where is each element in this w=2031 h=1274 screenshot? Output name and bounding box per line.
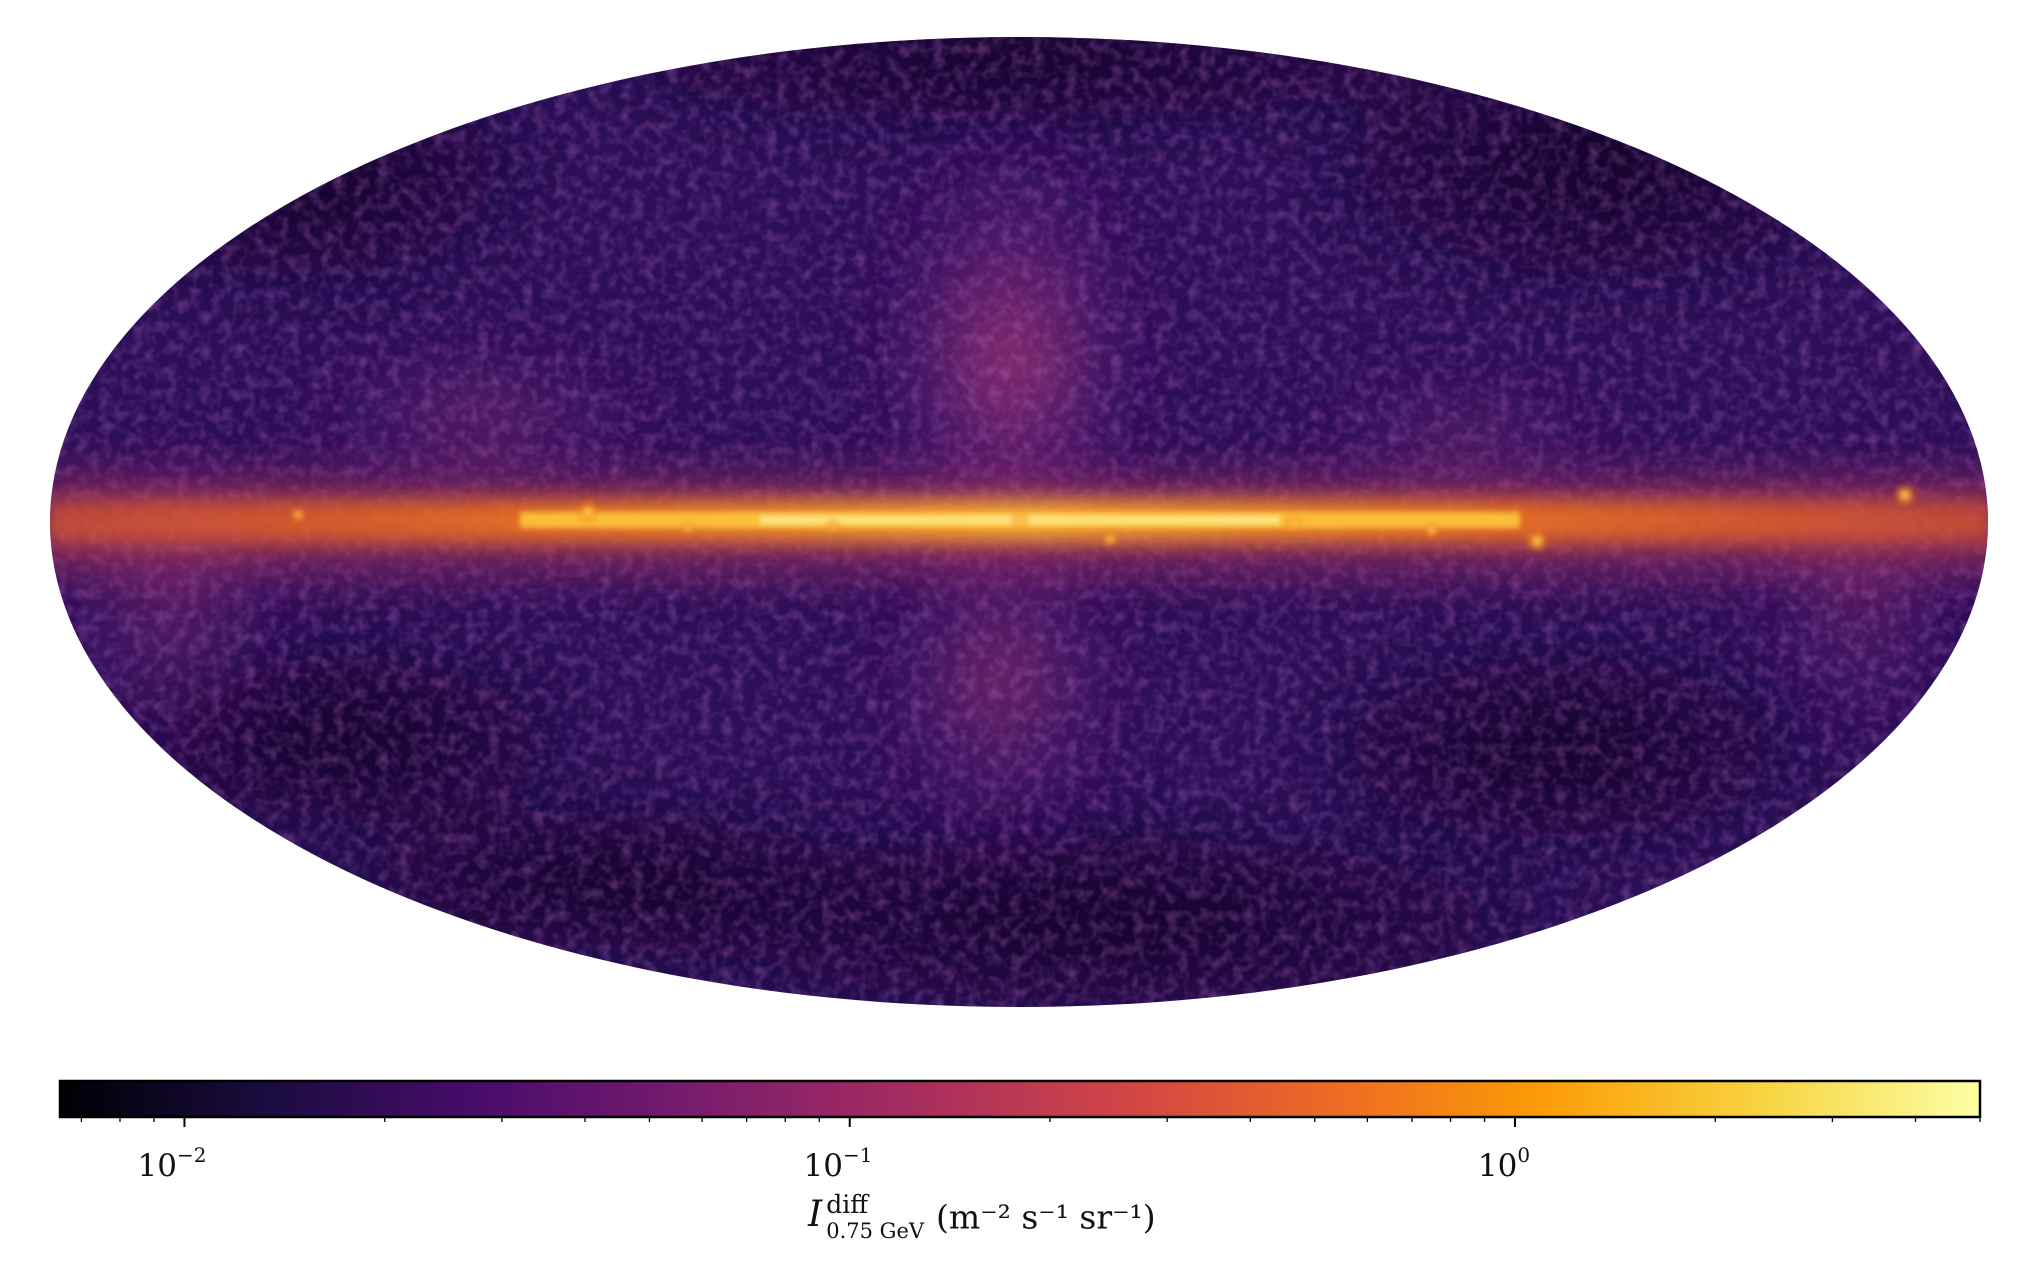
label-units: (m⁻² s⁻¹ sr⁻¹) [936,1197,1156,1237]
colorbar-tick-label: 10−1 [803,1143,873,1184]
label-subscript: 0.75 GeV [826,1219,925,1243]
bright-point-sources [290,483,1917,553]
colorbar-tick-label: 10−2 [137,1143,207,1184]
colorbar-tick-label: 100 [1477,1143,1531,1184]
label-superscript: diff [826,1190,868,1219]
colorbar [58,1079,1982,1127]
colorbar-gradient [58,1079,1982,1119]
intensity-symbol: I [808,1194,823,1235]
colorbar-ticks [80,1117,1981,1127]
